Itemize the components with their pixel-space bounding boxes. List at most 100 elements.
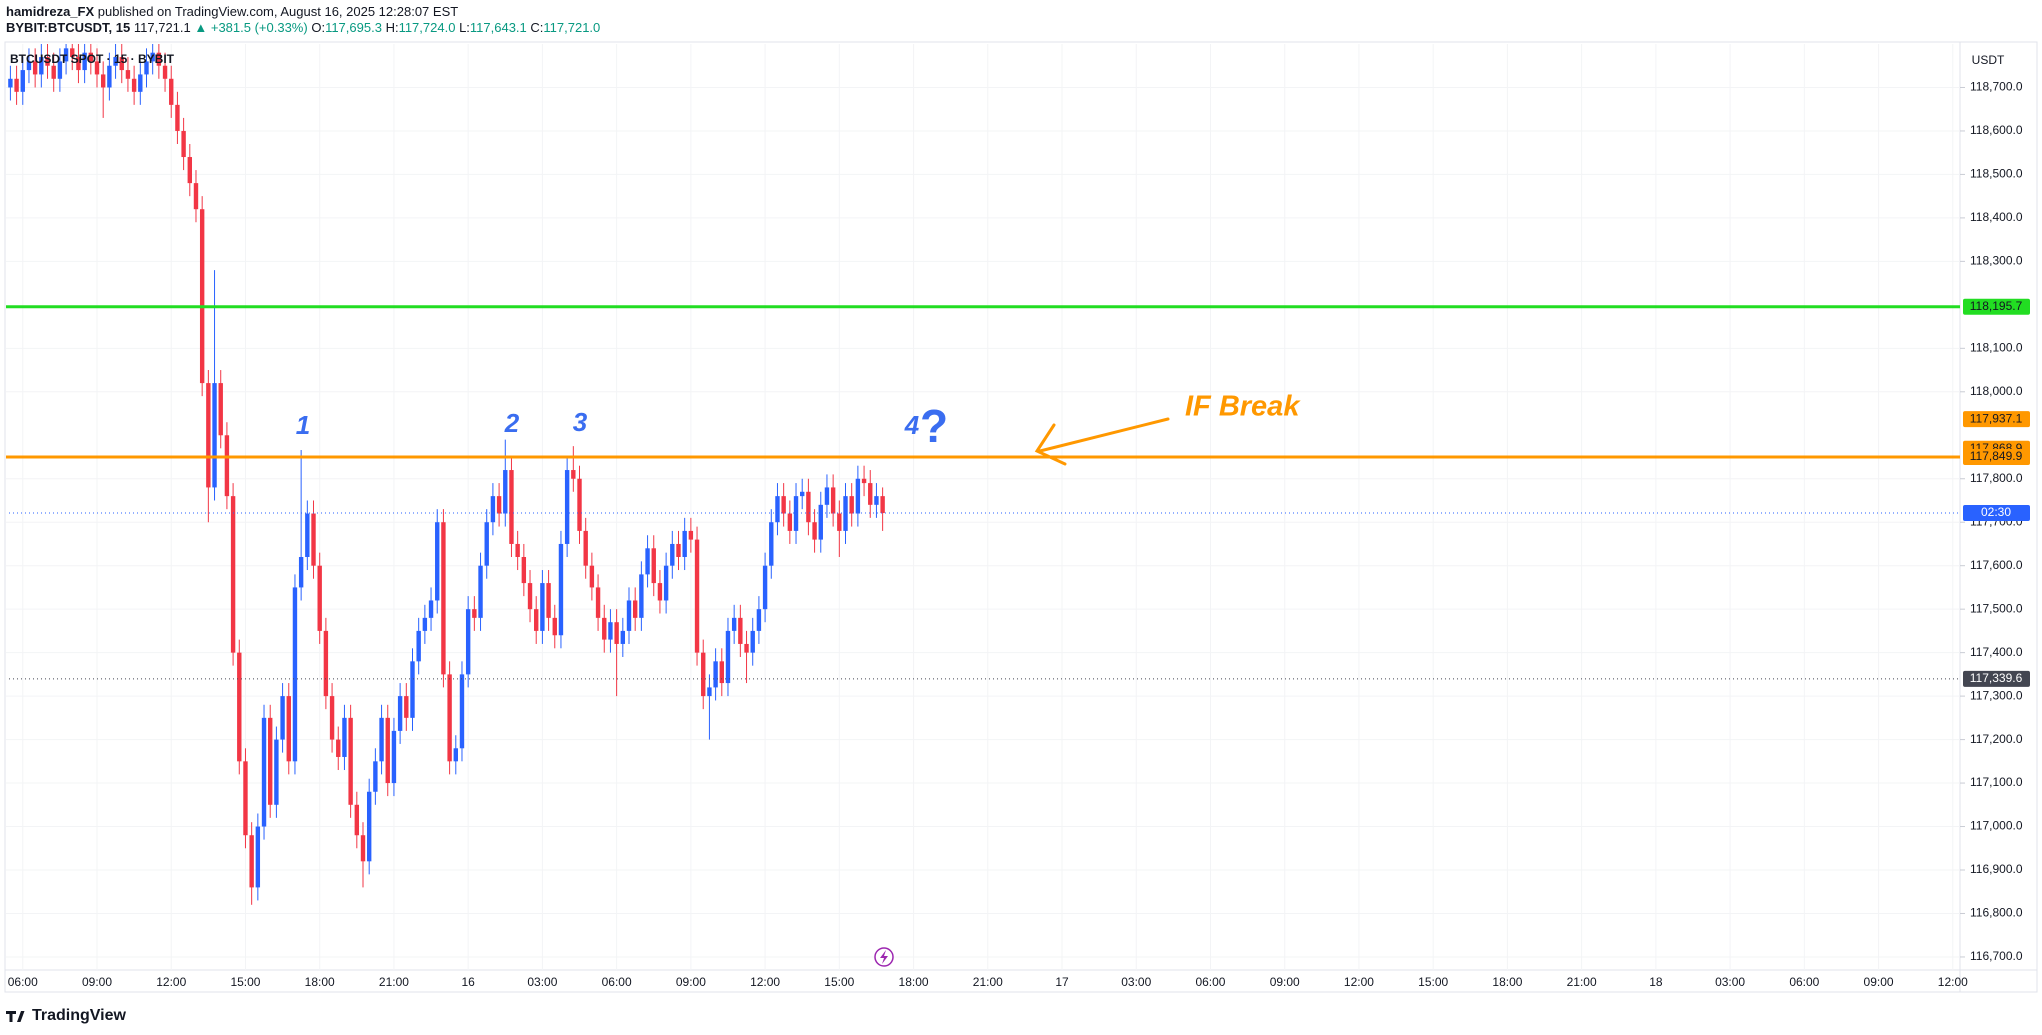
candle-body [837,513,842,531]
replay-bolt[interactable] [880,950,888,964]
candle-body [8,78,13,88]
candle-body [670,543,675,566]
candle-body [614,622,619,644]
candle-body [527,583,533,610]
candle-body [546,583,551,618]
candle-body [14,78,19,92]
candle-body [564,470,570,544]
header-line: hamidreza_FX published on TradingView.co… [6,4,458,19]
candle-body [150,52,155,62]
candle-body [694,539,700,653]
price-tag-label: 117,937.1 [1970,411,2023,425]
x-tick-label: 09:00 [676,975,706,989]
h-label: H: [386,20,399,35]
o-label: O: [311,20,325,35]
candle-body [292,587,298,762]
annotation: 4 [904,410,920,440]
o-value: 117,695.3 [325,20,382,35]
candle-body [620,630,626,644]
candle-body [51,65,56,79]
x-tick-label: 15:00 [230,975,260,989]
symbol: BYBIT:BTCUSDT, 15 [6,20,130,35]
candle-body [484,522,489,566]
price-tag [1963,449,2030,466]
candle-body [88,52,94,62]
candle-body [540,583,545,631]
price-tag [1963,411,2030,428]
candle-body [144,61,149,75]
x-tick-label: 12:00 [1938,975,1968,989]
y-tick-label: 117,200.0 [1970,732,2023,746]
candle-body [212,383,217,488]
candle-body [261,717,267,827]
last-price: 117,721.1 [134,20,191,35]
candle-body [193,183,199,210]
candle-body [268,717,273,805]
candle-body [490,496,496,523]
candle-body [515,543,520,557]
candle-body [113,57,118,66]
candle-body [787,513,793,531]
candle-body [336,739,341,757]
candle-body [657,583,663,601]
y-tick-label: 118,600.0 [1970,123,2023,137]
price-tag-label: 118,195.7 [1970,299,2023,313]
x-tick-label: 03:00 [1715,975,1745,989]
candle-body [156,52,162,66]
candle-body [465,609,471,675]
x-tick-label: 21:00 [1567,975,1597,989]
y-tick-label: 117,500.0 [1970,601,2023,615]
candle-body [26,61,32,71]
candle-body [286,696,291,762]
candle-body [107,65,112,88]
candle-body [731,617,737,631]
price-tag-label: 117,339.6 [1970,671,2023,685]
candle-body [249,835,254,888]
candle-body [39,57,44,75]
candle-body [595,587,601,618]
y-tick-label: 116,800.0 [1970,906,2023,920]
candle-body [855,478,861,514]
candle-body [676,543,681,557]
arrow [1034,417,1170,466]
candle-body [800,491,805,497]
candle-body [410,661,415,718]
footer-logo: TradingView [6,1007,127,1024]
candle-body [725,630,731,684]
candle-body [663,565,669,601]
x-tick-label: 06:00 [8,975,38,989]
y-tick-label: 117,600.0 [1970,558,2023,572]
y-tick-label: 116,700.0 [1970,949,2023,963]
candle-body [305,513,310,557]
candle-body [701,652,706,697]
candle-body [181,130,186,158]
replay-icon[interactable] [874,947,894,967]
candle-body [781,496,786,514]
price-tag [1963,670,2030,687]
candle-body [509,470,514,544]
arrow-shaft [1038,417,1170,453]
x-tick-label: 06:00 [1789,975,1819,989]
candle-body [632,600,638,618]
candle-body [323,630,329,697]
candle-body [750,630,755,653]
x-tick-label: 18:00 [899,975,929,989]
candle-body [583,530,588,566]
candle-body [237,652,242,762]
candle-body [713,661,718,688]
candle-body [94,61,100,75]
candle-body [769,522,774,566]
candle-body [404,696,409,718]
x-tick-label: 17 [1055,975,1069,989]
candle-body [199,209,205,384]
annotation: 3 [573,407,588,437]
candle-body [131,78,137,92]
candle-body [32,61,38,75]
x-tick-label: 18:00 [305,975,335,989]
candle-body [602,617,607,640]
candle-body [744,643,749,653]
candle-body [274,739,279,805]
candle-body [478,565,483,618]
candle-body [868,483,873,505]
candle-body [366,791,372,862]
